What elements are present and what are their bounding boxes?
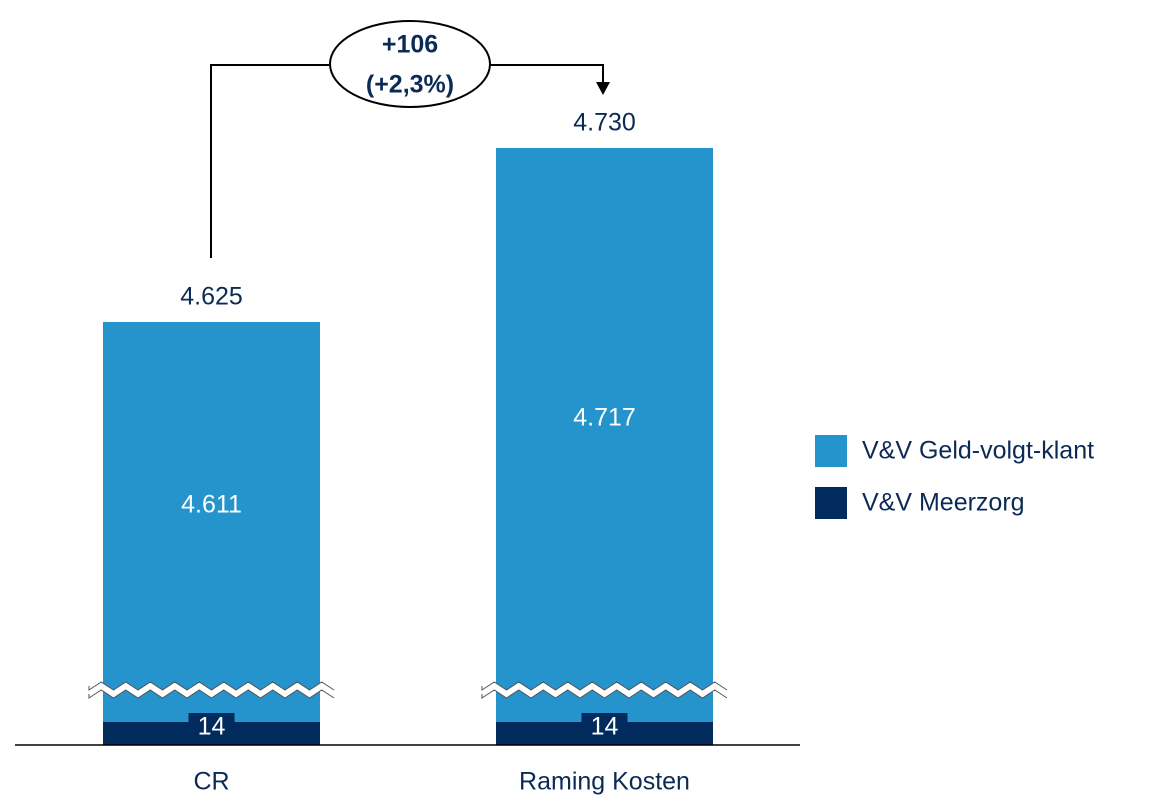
label-bg [581,713,628,745]
x-tick-label: CR [193,768,229,796]
arrowhead [596,82,610,95]
bar-segment [496,148,713,722]
data-label: 14 [198,713,226,741]
annotation-label: +106 [382,31,438,59]
axis-break [478,681,729,701]
annotation-sublabel: (+2,3%) [366,71,454,99]
data-label: 4.611 [181,491,242,519]
x-tick-label: Raming Kosten [519,768,690,796]
total-label: 4.625 [180,283,243,311]
axis-break [85,681,336,701]
legend-swatch [815,487,847,519]
connector [490,64,604,84]
legend-swatch [815,435,847,467]
axis-break-edge [88,681,335,691]
axis-break-edge [481,681,728,691]
connector [210,64,330,258]
label-bg [188,713,235,745]
legend-label: V&V Meerzorg [862,489,1025,517]
axis-break-edge [481,689,728,699]
data-label: 4.717 [573,404,636,432]
annotation-ellipse [329,20,491,108]
bar-segment [103,322,320,722]
annotation: +106 (+2,3%) [210,20,610,258]
data-label: 14 [591,713,619,741]
total-label: 4.730 [573,109,636,137]
axis-break-edge [88,689,335,699]
legend-label: V&V Geld-volgt-klant [862,437,1094,465]
